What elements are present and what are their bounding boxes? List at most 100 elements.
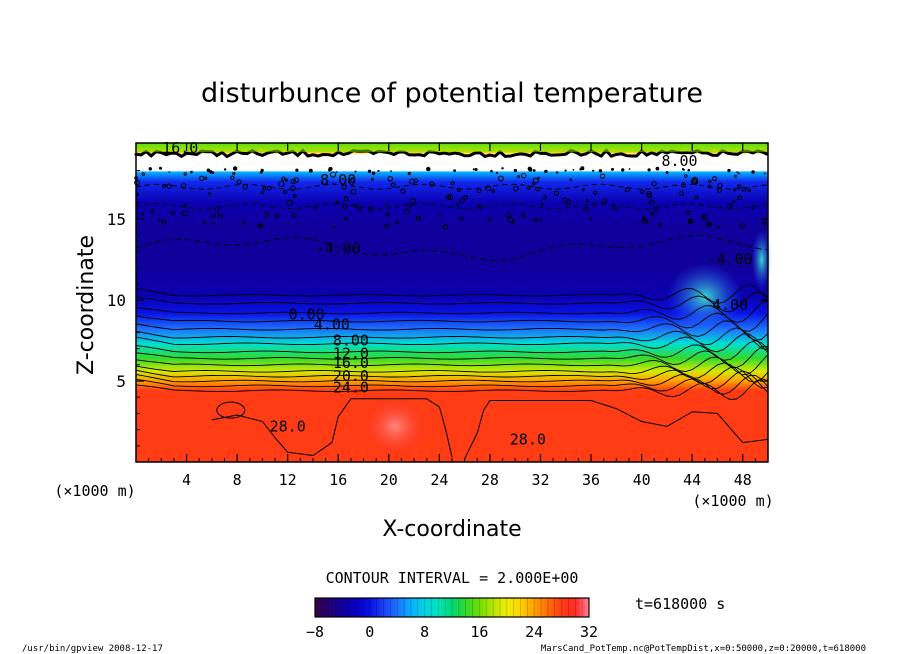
speckle xyxy=(370,177,374,181)
footer-left: /usr/bin/gpview 2008-12-17 xyxy=(22,644,163,654)
speckle xyxy=(687,218,694,225)
speckle xyxy=(512,220,516,224)
speckle xyxy=(157,218,161,222)
speckle xyxy=(367,169,372,174)
speckle xyxy=(647,168,651,172)
speckle xyxy=(150,208,155,214)
speckle xyxy=(532,169,536,172)
speckle xyxy=(537,176,540,180)
colorbar: −8 0 8 16 24 32 xyxy=(306,597,598,641)
speckle xyxy=(701,216,706,220)
colorbar-tick-label: −8 xyxy=(306,623,324,641)
warm-core xyxy=(363,396,428,457)
speckle xyxy=(385,212,390,217)
speckle xyxy=(199,175,205,181)
speckle xyxy=(354,170,357,173)
speckle xyxy=(572,169,575,171)
speckle xyxy=(583,206,589,213)
speckle xyxy=(478,204,483,209)
speckle xyxy=(691,178,699,186)
colorbar-tick-label: 32 xyxy=(580,623,598,641)
speckle xyxy=(650,212,655,217)
speckle xyxy=(278,180,285,188)
speckle xyxy=(535,186,540,192)
contour-line xyxy=(135,333,769,354)
speckle xyxy=(653,206,659,212)
speckle xyxy=(569,178,573,181)
speckle xyxy=(344,217,348,221)
x-tick-label: 44 xyxy=(683,471,701,489)
contour-label: 20.0 xyxy=(333,367,369,385)
colorbar-frame xyxy=(314,597,590,618)
edge-anomaly xyxy=(751,229,772,290)
speckle xyxy=(611,167,615,171)
speckle xyxy=(708,179,712,183)
speckle xyxy=(384,223,390,229)
speckle xyxy=(646,192,652,199)
contour-label: 4.00 xyxy=(712,296,748,314)
speckle xyxy=(350,188,357,195)
speckle xyxy=(651,181,657,187)
contour-line-negative xyxy=(135,203,769,210)
speckle xyxy=(293,177,299,183)
speckle xyxy=(741,186,747,192)
contour-line xyxy=(211,398,453,458)
contour-label: 16.0 xyxy=(162,139,198,157)
speckle xyxy=(716,225,720,229)
contour-line-negative xyxy=(135,183,769,190)
contour-line xyxy=(135,370,769,393)
speckle xyxy=(158,166,162,170)
contour-line xyxy=(135,378,769,400)
speckle xyxy=(611,205,618,211)
speckle xyxy=(329,171,337,178)
speckle xyxy=(732,199,736,204)
speckle xyxy=(350,177,356,183)
speckle xyxy=(289,185,296,192)
speckle xyxy=(694,195,699,200)
x-tick-label: 8 xyxy=(233,471,242,489)
speckle xyxy=(181,210,188,217)
speckle xyxy=(395,220,400,225)
speckle xyxy=(601,198,607,204)
speckle xyxy=(168,171,171,173)
speckle xyxy=(390,182,396,188)
speckle xyxy=(241,221,246,225)
speckle xyxy=(688,219,693,223)
speckle xyxy=(259,170,263,174)
speckle xyxy=(763,172,766,175)
speckle xyxy=(683,174,688,178)
contour-line xyxy=(135,291,769,313)
speckle xyxy=(598,169,603,173)
speckle xyxy=(639,189,645,195)
speckle xyxy=(692,176,698,183)
speckle xyxy=(762,221,767,226)
speckle xyxy=(262,186,266,191)
contour-lines xyxy=(135,183,769,460)
contour-line xyxy=(135,312,769,332)
contour-label: 28.0 xyxy=(510,430,546,448)
speckle xyxy=(592,169,595,172)
speckle xyxy=(520,172,527,179)
x-tick-label: 24 xyxy=(430,471,448,489)
speckle xyxy=(284,178,289,182)
speckle xyxy=(736,171,738,173)
speckle xyxy=(527,166,532,171)
speckle xyxy=(491,189,496,193)
speckle xyxy=(385,203,389,207)
speckle xyxy=(513,168,518,173)
speckle xyxy=(526,186,531,190)
speckle xyxy=(335,171,338,174)
speckle xyxy=(446,194,452,200)
y-unit-label: (×1000 m) xyxy=(54,482,135,500)
contour-line xyxy=(216,401,246,419)
speckle xyxy=(409,198,416,205)
speckle xyxy=(415,215,421,221)
speckle xyxy=(308,168,313,173)
contour-line-negative xyxy=(135,234,769,261)
speckle xyxy=(190,170,193,174)
x-tick-label: 20 xyxy=(380,471,398,489)
speckle xyxy=(292,212,297,218)
speckle xyxy=(203,221,206,224)
x-axis-ticks: 4 8 12 16 20 24 28 32 36 40 44 48 xyxy=(148,143,756,489)
